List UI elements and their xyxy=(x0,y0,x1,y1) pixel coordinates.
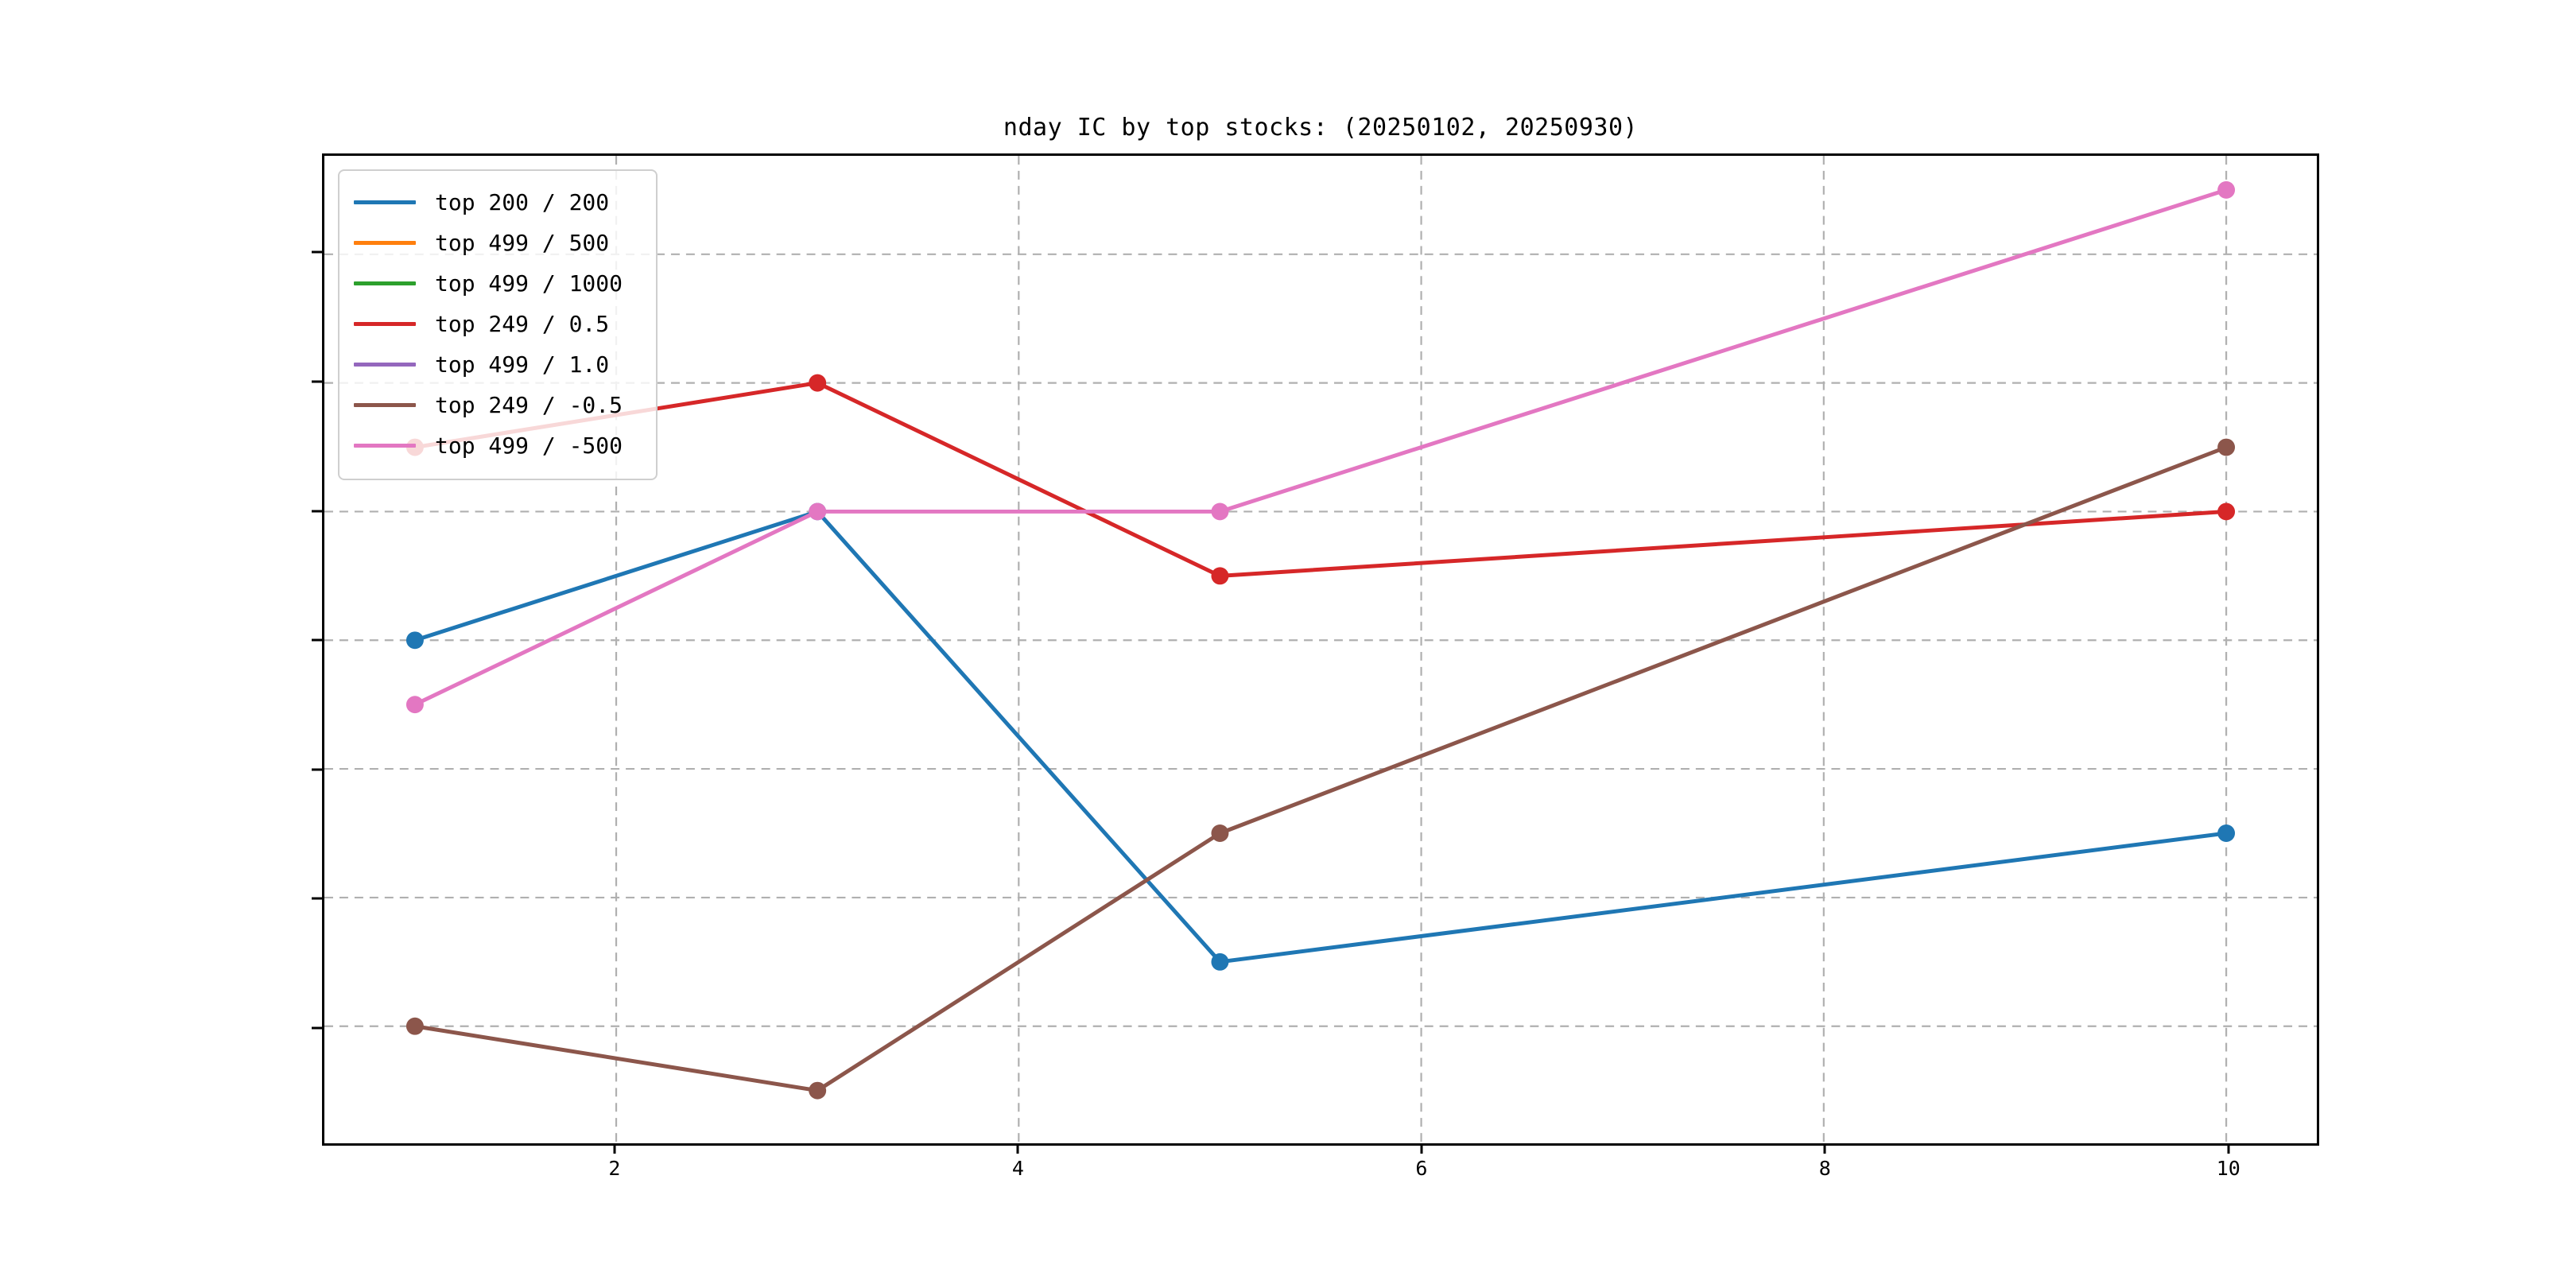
x-axis-tick-label: 6 xyxy=(1415,1157,1428,1180)
x-axis-tick-mark xyxy=(2227,1143,2230,1154)
data-series-group xyxy=(405,180,2236,1100)
series-line xyxy=(413,509,2229,964)
legend-item[interactable]: top 499 / 1.0 xyxy=(339,344,656,385)
data-point-marker xyxy=(809,502,827,521)
data-series xyxy=(405,502,2236,971)
x-axis-tick-label: 8 xyxy=(1818,1157,1831,1180)
data-point-marker xyxy=(405,1017,424,1035)
data-point-marker xyxy=(2217,502,2236,521)
data-point-marker xyxy=(405,696,424,714)
data-point-marker xyxy=(405,631,424,650)
x-axis-tick-label: 4 xyxy=(1011,1157,1024,1180)
data-point-marker xyxy=(1211,567,1229,585)
x-axis-tick-mark xyxy=(613,1143,616,1154)
data-point-marker xyxy=(809,374,827,392)
legend-item-label: top 249 / -0.5 xyxy=(435,391,623,418)
legend-color-swatch xyxy=(354,281,416,285)
x-axis-tick-mark xyxy=(1016,1143,1019,1154)
x-axis-tick-label: 10 xyxy=(2216,1157,2240,1180)
y-axis-tick-mark xyxy=(312,510,322,513)
legend-item[interactable]: top 249 / -0.5 xyxy=(339,385,656,425)
data-point-marker xyxy=(1211,502,1229,521)
series-line xyxy=(415,190,2226,704)
legend-item-label: top 499 / 500 xyxy=(435,229,610,256)
legend-item-label: top 200 / 200 xyxy=(435,188,610,215)
legend-item-label: top 499 / -500 xyxy=(435,432,623,459)
legend-color-swatch xyxy=(354,322,416,326)
y-axis-tick-mark xyxy=(312,380,322,383)
legend-item-label: top 499 / 1.0 xyxy=(435,351,610,378)
series-line xyxy=(413,188,2229,707)
y-axis-tick-mark xyxy=(312,897,322,900)
data-series xyxy=(405,438,2236,1100)
y-axis-tick-mark xyxy=(312,638,322,642)
data-point-marker xyxy=(2217,180,2236,199)
legend-color-swatch xyxy=(354,444,416,448)
data-point-marker xyxy=(809,1081,827,1100)
legend-color-swatch xyxy=(354,241,416,245)
x-axis-tick-mark xyxy=(1420,1143,1423,1154)
plot-canvas xyxy=(324,156,2317,1143)
data-series xyxy=(405,180,2236,714)
chart-legend[interactable]: top 200 / 200 top 499 / 500 top 499 / 1000… xyxy=(338,169,658,480)
data-point-marker xyxy=(1211,952,1229,971)
x-axis-tick-label: 2 xyxy=(608,1157,621,1180)
y-axis-tick-mark xyxy=(312,1026,322,1030)
legend-color-swatch xyxy=(354,363,416,367)
legend-color-swatch xyxy=(354,403,416,407)
legend-item[interactable]: top 499 / -500 xyxy=(339,425,656,466)
data-point-marker xyxy=(2217,438,2236,456)
legend-item[interactable]: top 249 / 0.5 xyxy=(339,304,656,344)
page-title: nday IC by top stocks: (20250102, 202509… xyxy=(1003,114,1639,142)
data-point-marker xyxy=(1211,824,1229,842)
legend-item-label: top 499 / 1000 xyxy=(435,270,623,297)
legend-item[interactable]: top 499 / 500 xyxy=(339,223,656,263)
x-axis-tick-mark xyxy=(1823,1143,1826,1154)
legend-item[interactable]: top 200 / 200 xyxy=(339,182,656,223)
y-axis-tick-mark xyxy=(312,250,322,254)
legend-item-label: top 249 / 0.5 xyxy=(435,310,610,337)
series-line xyxy=(413,445,2229,1093)
series-line xyxy=(415,190,2226,704)
legend-item[interactable]: top 499 / 1000 xyxy=(339,263,656,304)
y-axis-tick-mark xyxy=(312,768,322,771)
legend-color-swatch xyxy=(354,200,416,204)
gridlines xyxy=(324,156,2317,1143)
series-line xyxy=(415,190,2226,704)
data-point-marker xyxy=(2217,824,2236,842)
